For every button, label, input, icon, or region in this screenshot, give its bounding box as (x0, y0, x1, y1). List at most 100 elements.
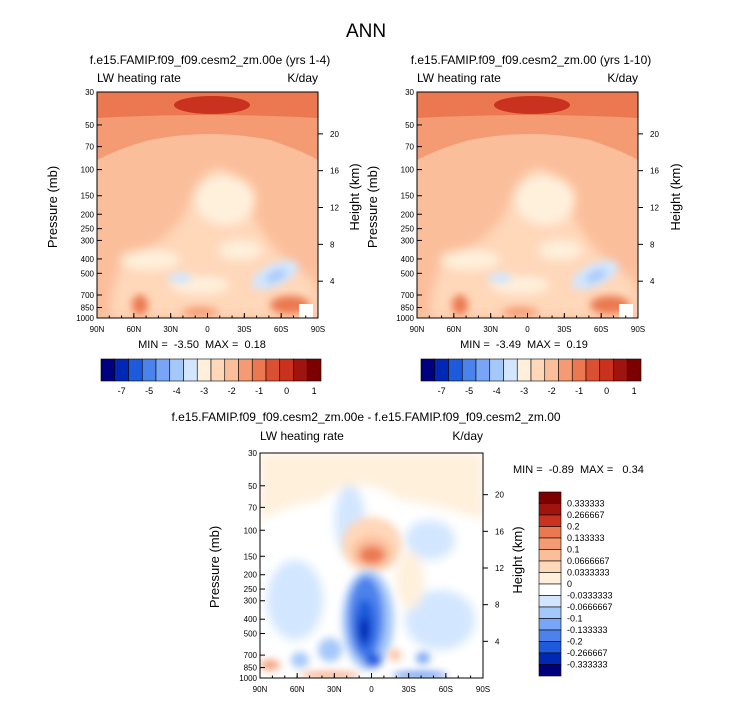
cold-cell-4 (291, 652, 309, 668)
panel-2-title: f.e15.FAMIP.f09_f09.cesm2_zm.00 (yrs 1-1… (411, 53, 652, 67)
colorbar-swatch (100, 358, 116, 382)
colorbar-label: 0 (284, 386, 289, 396)
panel-1-field (97, 92, 318, 318)
field-missing-1 (619, 304, 633, 318)
colorbar-swatch (538, 583, 562, 596)
panel-3: f.e15.FAMIP.f09_f09.cesm2_zm.00e - f.e15… (171, 410, 643, 694)
y-tick-label: 850 (401, 304, 415, 313)
field-surface-cells (260, 649, 448, 678)
y-tick-label: 50 (85, 121, 94, 130)
x-tick-label: 0 (525, 325, 530, 334)
y-tick-label: 50 (248, 482, 257, 491)
panel-1: f.e15.FAMIP.f09_f09.cesm2_zm.00e (yrs 1-… (45, 53, 362, 396)
warm-region-3 (502, 307, 538, 317)
y-tick-label: 150 (401, 192, 415, 201)
height-tick-label: 12 (495, 564, 504, 573)
colorbar-label: -2 (228, 386, 236, 396)
colorbar-label: 0.0666667 (567, 556, 610, 566)
height-tick-label: 8 (650, 240, 655, 249)
y-tick-label: 30 (248, 449, 257, 458)
y-tick-label: 250 (244, 585, 258, 594)
x-tick-label: 60N (126, 325, 141, 334)
colorbar-label: -2 (548, 386, 556, 396)
colorbar-swatch (538, 549, 562, 562)
surface-warm-1 (260, 660, 280, 670)
panel-2-height-axis: 20 16 12 8 4 (638, 130, 659, 286)
y-tick-label: 400 (401, 255, 415, 264)
cold-column-4 (359, 618, 369, 642)
colorbar-swatch (196, 358, 212, 382)
warm-cell-3 (359, 546, 385, 564)
y-tick-label: 70 (85, 143, 94, 152)
colorbar-label: 0 (567, 579, 572, 589)
y-tick-label: 300 (81, 236, 95, 245)
colorbar-label: -5 (465, 386, 473, 396)
colorbar-label: -4 (173, 386, 181, 396)
cold-cell-1 (318, 638, 342, 662)
surface-warm-2 (389, 649, 401, 661)
colorbar-label: -0.333333 (567, 660, 608, 670)
height-tick-label: 20 (495, 491, 504, 500)
pale-warm-upper (260, 453, 483, 520)
pale-warm-lower (396, 550, 424, 610)
colorbar-label: -0.266667 (567, 648, 608, 658)
light-region-5 (538, 240, 582, 260)
colorbar-swatch (434, 358, 449, 382)
y-tick-label: 100 (244, 526, 258, 535)
field-cold-regions (168, 260, 299, 290)
y-tick-label: 100 (401, 166, 415, 175)
y-tick-label: 1000 (76, 314, 94, 323)
cold-region-2 (265, 269, 287, 283)
colorbar-label: 0.133333 (567, 533, 605, 543)
light-region-3 (440, 250, 500, 270)
panel-3-x-axis: 90N 60N 30N 0 30S 60S 90S (253, 673, 490, 694)
colorbar-swatch (238, 358, 253, 382)
pale-cold-2 (405, 520, 455, 560)
colorbar-swatch (265, 358, 281, 382)
colorbar-swatch (420, 358, 436, 382)
x-tick-label: 90S (631, 325, 645, 334)
x-tick-label: 30N (327, 685, 342, 694)
panel-1-min-max: MIN = -3.50 MAX = 0.18 (138, 339, 266, 351)
colorbar-label: 0.266667 (567, 510, 605, 520)
panel-3-title: f.e15.FAMIP.f09_f09.cesm2_zm.00e - f.e15… (171, 410, 560, 424)
x-tick-label: 90N (90, 325, 105, 334)
colorbar-swatch (538, 491, 562, 504)
colorbar-swatch (613, 358, 628, 382)
colorbar-swatch (538, 526, 562, 539)
height-tick-label: 8 (495, 601, 500, 610)
height-tick-label: 16 (330, 167, 339, 176)
colorbar-label: -4 (493, 386, 501, 396)
colorbar-swatch (503, 358, 518, 382)
y-tick-label: 1000 (396, 314, 414, 323)
colorbar-swatch (538, 537, 562, 550)
field-pale-regions (260, 453, 483, 650)
height-tick-label: 4 (330, 277, 335, 286)
panel-3-min-max: MIN = -0.89 MAX = 0.34 (513, 464, 644, 476)
colorbar-swatch (558, 358, 573, 382)
colorbar-label: 0 (604, 386, 609, 396)
y-tick-label: 500 (244, 630, 258, 639)
y-tick-label: 250 (401, 225, 415, 234)
colorbar-swatch (571, 358, 587, 382)
height-tick-label: 12 (330, 204, 339, 213)
x-tick-label: 90S (311, 325, 325, 334)
colorbar-swatch (475, 358, 491, 382)
panel-2-field (417, 92, 638, 318)
x-tick-label: 30S (557, 325, 571, 334)
colorbar-swatch (538, 595, 562, 608)
height-tick-label: 20 (330, 130, 339, 139)
x-tick-label: 0 (369, 685, 374, 694)
colorbar-swatch (251, 358, 267, 382)
y-tick-label: 30 (405, 88, 414, 97)
panel-2-ylabel-right: Height (km) (668, 163, 683, 230)
colorbar-swatch (599, 358, 614, 382)
colorbar-swatch (538, 572, 562, 585)
x-tick-label: 30S (402, 685, 416, 694)
x-tick-label: 30N (483, 325, 498, 334)
panel-3-height-axis: 20 16 12 8 4 (483, 491, 504, 646)
colorbar-swatch (183, 358, 198, 382)
field-cold-regions (488, 260, 619, 290)
